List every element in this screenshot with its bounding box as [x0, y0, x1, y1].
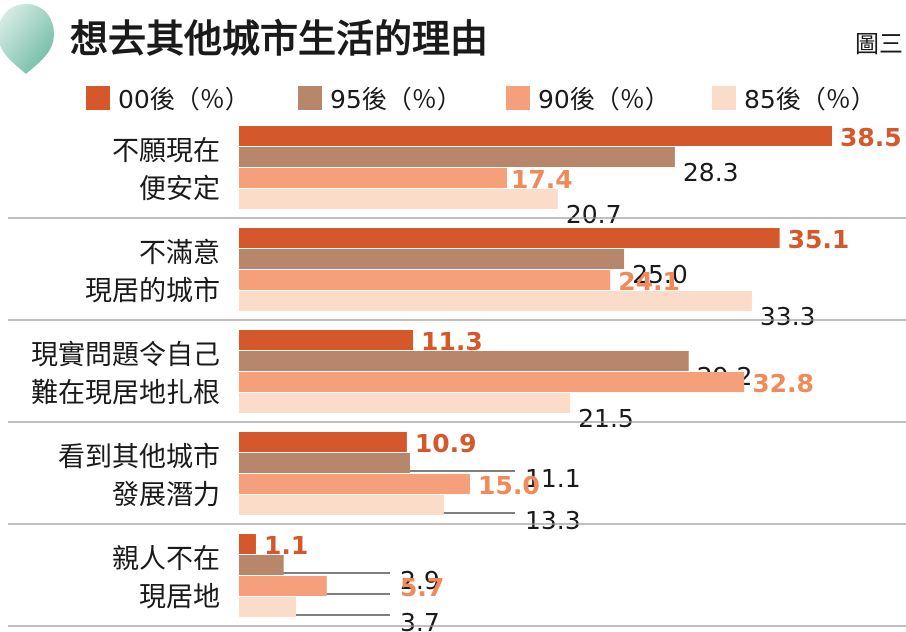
value-label: 13.3: [525, 506, 581, 535]
bar: [239, 474, 471, 494]
drop-icon: [0, 4, 54, 74]
bar: [239, 555, 284, 575]
category-label: 親人不在: [112, 544, 220, 575]
figure-label: 圖三: [855, 30, 903, 58]
legend-label: 95後（％）: [330, 85, 462, 114]
value-label: 11.1: [525, 464, 581, 493]
bar: [239, 576, 327, 596]
legend-label: 85後（％）: [744, 85, 876, 114]
value-label: 5.7: [400, 573, 444, 602]
bar: [239, 495, 444, 515]
legend-swatch: [712, 86, 736, 110]
bar: [239, 249, 625, 269]
value-label: 10.9: [415, 429, 477, 458]
value-label: 33.3: [760, 302, 816, 331]
legend-label: 00後（％）: [118, 85, 250, 114]
value-label: 21.5: [578, 404, 634, 433]
category-label: 看到其他城市: [58, 442, 220, 473]
bar: [239, 168, 508, 188]
category-label: 現實問題令自己: [31, 340, 220, 371]
bar: [239, 597, 296, 617]
legend-swatch: [86, 86, 110, 110]
bar: [239, 330, 414, 350]
category-label: 現居地: [139, 582, 220, 613]
bar: [239, 351, 689, 371]
legend: 00後（％） 95後（％） 90後（％） 85後（％）: [86, 85, 876, 114]
legend-swatch: [506, 86, 530, 110]
category-label: 不願現在: [112, 136, 220, 167]
legend-swatch: [298, 86, 322, 110]
bar: [239, 291, 752, 311]
category-label: 便安定: [139, 174, 220, 205]
bar-groups: 不願現在便安定38.528.317.420.7不滿意現居的城市35.125.02…: [8, 123, 906, 632]
category-label: 難在現居地扎根: [31, 378, 220, 409]
bar: [239, 147, 675, 167]
bar: [239, 534, 256, 554]
bar: [239, 432, 407, 452]
bar: [239, 453, 410, 473]
value-label: 15.0: [478, 471, 540, 500]
value-label: 28.3: [683, 158, 739, 187]
chart-title: 想去其他城市生活的理由: [70, 17, 488, 61]
bar: [239, 270, 611, 290]
value-label: 25.0: [632, 260, 688, 289]
bar: [239, 189, 558, 209]
category-label: 發展潛力: [112, 480, 220, 511]
legend-label: 90後（％）: [538, 85, 670, 114]
category-label: 不滿意: [139, 238, 220, 269]
value-label: 3.7: [400, 608, 440, 632]
value-label: 2.9: [400, 566, 440, 595]
bar: [239, 126, 832, 146]
value-label: 20.7: [566, 200, 622, 229]
value-label: 35.1: [788, 225, 850, 254]
bar: [239, 393, 571, 413]
bar: [239, 228, 780, 248]
value-label: 32.8: [752, 369, 814, 398]
value-label: 38.5: [840, 123, 902, 152]
category-label: 現居的城市: [85, 276, 220, 307]
bar: [239, 372, 745, 392]
